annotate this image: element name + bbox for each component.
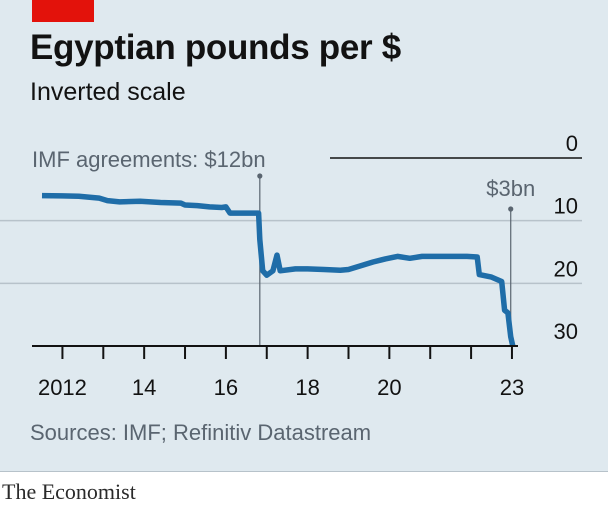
line-chart: IMF agreements: $12bn $3bn 2012 14 16 18 20 23… bbox=[0, 131, 582, 400]
brand-red-tag bbox=[32, 0, 94, 22]
x-axis: 2012 14 16 18 20 23 bbox=[32, 345, 524, 400]
chart-panel bbox=[0, 0, 608, 471]
series-line bbox=[41, 192, 516, 347]
annotation-dot bbox=[257, 173, 263, 179]
footer-divider bbox=[0, 471, 608, 472]
x-tick-label: 14 bbox=[132, 375, 156, 400]
annotation-dot bbox=[508, 206, 514, 212]
y-tick-label: 20 bbox=[554, 256, 578, 281]
x-tick-label: 18 bbox=[295, 375, 319, 400]
x-tick-label: 2012 bbox=[38, 375, 87, 400]
x-tick-label: 16 bbox=[214, 375, 238, 400]
y-tick-label: 0 bbox=[566, 131, 578, 156]
chart-subtitle: Inverted scale bbox=[30, 78, 186, 106]
y-tick-label: 30 bbox=[554, 319, 578, 344]
gridlines bbox=[0, 157, 582, 285]
series-layer bbox=[41, 192, 516, 347]
chart-title: Egyptian pounds per $ bbox=[30, 28, 401, 67]
annotation-label: IMF agreements: $12bn bbox=[32, 147, 266, 172]
y-tick-label: 10 bbox=[554, 194, 578, 219]
x-tick-label: 23 bbox=[500, 375, 524, 400]
x-tick-label: 20 bbox=[377, 375, 401, 400]
annotation-label: $3bn bbox=[486, 176, 535, 201]
source-note: Sources: IMF; Refinitiv Datastream bbox=[30, 420, 372, 445]
annotations: IMF agreements: $12bn $3bn bbox=[32, 147, 535, 346]
brand-wordmark: The Economist bbox=[2, 479, 136, 504]
y-axis-labels: 0 10 20 30 bbox=[554, 131, 578, 344]
